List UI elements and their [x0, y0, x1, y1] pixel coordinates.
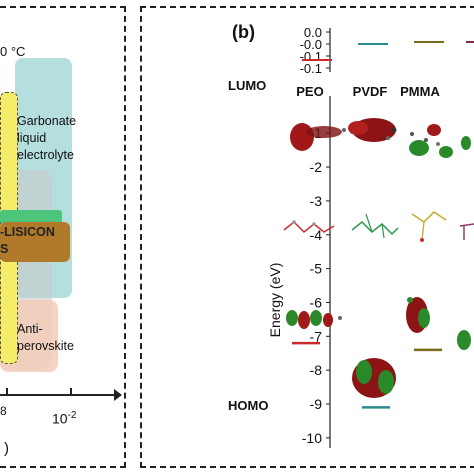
carbonate-label-2: liquid	[17, 131, 47, 145]
x-tick-left	[6, 388, 8, 395]
energy-level-chart: (b) LUMO HOMO Energy (eV) 0.0-0.0-0.1-0.…	[228, 22, 474, 448]
panel-b: (b) LUMO HOMO Energy (eV) 0.0 -0.0 -0.1 -0.…	[134, 0, 474, 474]
column-headers: PEO PVDF PMMA	[296, 84, 440, 99]
column-header-pvdf: PVDF	[353, 84, 388, 99]
x-tick-label-right: 10-2	[52, 410, 77, 427]
y-tick-label-4: -5	[310, 261, 323, 277]
y-axis-label: Energy (eV)	[267, 263, 283, 338]
fourth-homo-orbital	[457, 330, 471, 350]
fourth-lumo-orbital	[461, 136, 471, 150]
lisicon-band	[0, 222, 70, 262]
panel-b-border	[140, 6, 474, 468]
pvdf-homo-orbital	[352, 358, 396, 398]
pmma-structure	[411, 211, 447, 242]
antiperovskite-label-1: Anti-	[17, 322, 43, 336]
pmma-homo-orbital	[406, 297, 430, 333]
antiperovskite-label-2: perovskite	[17, 339, 74, 353]
y-tick-label-7: -8	[310, 362, 323, 378]
peo-homo-orbital	[286, 310, 342, 329]
pvdf-structure	[351, 213, 399, 239]
homo-bars	[292, 341, 442, 409]
panel-a: 0 °C Garbonate liquid electrolyte -LISIC…	[0, 0, 130, 474]
green-band	[0, 210, 62, 224]
legend-tick-label-1: -0.0	[300, 37, 322, 52]
x-tick-right	[70, 388, 72, 395]
homo-label: HOMO	[228, 398, 268, 413]
y-tick-label-9: -10	[302, 430, 322, 446]
x-tick-label-left: 8	[0, 404, 7, 418]
peo-lumo-orbital	[290, 123, 362, 151]
y-tick-label-2: -3	[310, 193, 323, 209]
fourth-structure	[459, 223, 474, 240]
temperature-label: 0 °C	[0, 44, 26, 59]
peo-structure	[283, 220, 335, 234]
y-tick-label-3: -4	[310, 227, 323, 243]
x-axis-arrow	[114, 389, 122, 401]
y-tick-label-1: -2	[310, 159, 323, 175]
y-tick-label-6: -7	[310, 328, 323, 344]
carbonate-label-3: electrolyte	[17, 148, 74, 162]
axis-close-paren: )	[4, 440, 9, 457]
y-ticks: -1-2-3-4-5-6-7-8-9-10	[302, 125, 330, 446]
legend-lines	[302, 41, 474, 61]
y-tick-label-8: -9	[310, 396, 323, 412]
legend-tick-label-3: -0.1	[300, 61, 322, 76]
y-tick-label-5: -6	[310, 294, 323, 310]
pvdf-lumo-orbital	[348, 118, 397, 142]
legend-tick-label-0: 0.0	[304, 25, 322, 40]
panel-a-border	[0, 6, 126, 468]
panel-label-b: (b)	[232, 22, 255, 42]
column-header-pmma: PMMA	[400, 84, 440, 99]
lisicon-label-2: S	[0, 242, 9, 256]
lumo-label: LUMO	[228, 78, 266, 93]
column-header-peo: PEO	[296, 84, 323, 99]
pmma-lumo-orbital	[409, 124, 453, 158]
carbonate-label-1: Garbonate	[17, 114, 77, 128]
lisicon-label: -LISICON	[0, 225, 55, 239]
x-axis-line	[0, 394, 118, 396]
legend-ticks: 0.0-0.0-0.1-0.1	[300, 25, 330, 76]
